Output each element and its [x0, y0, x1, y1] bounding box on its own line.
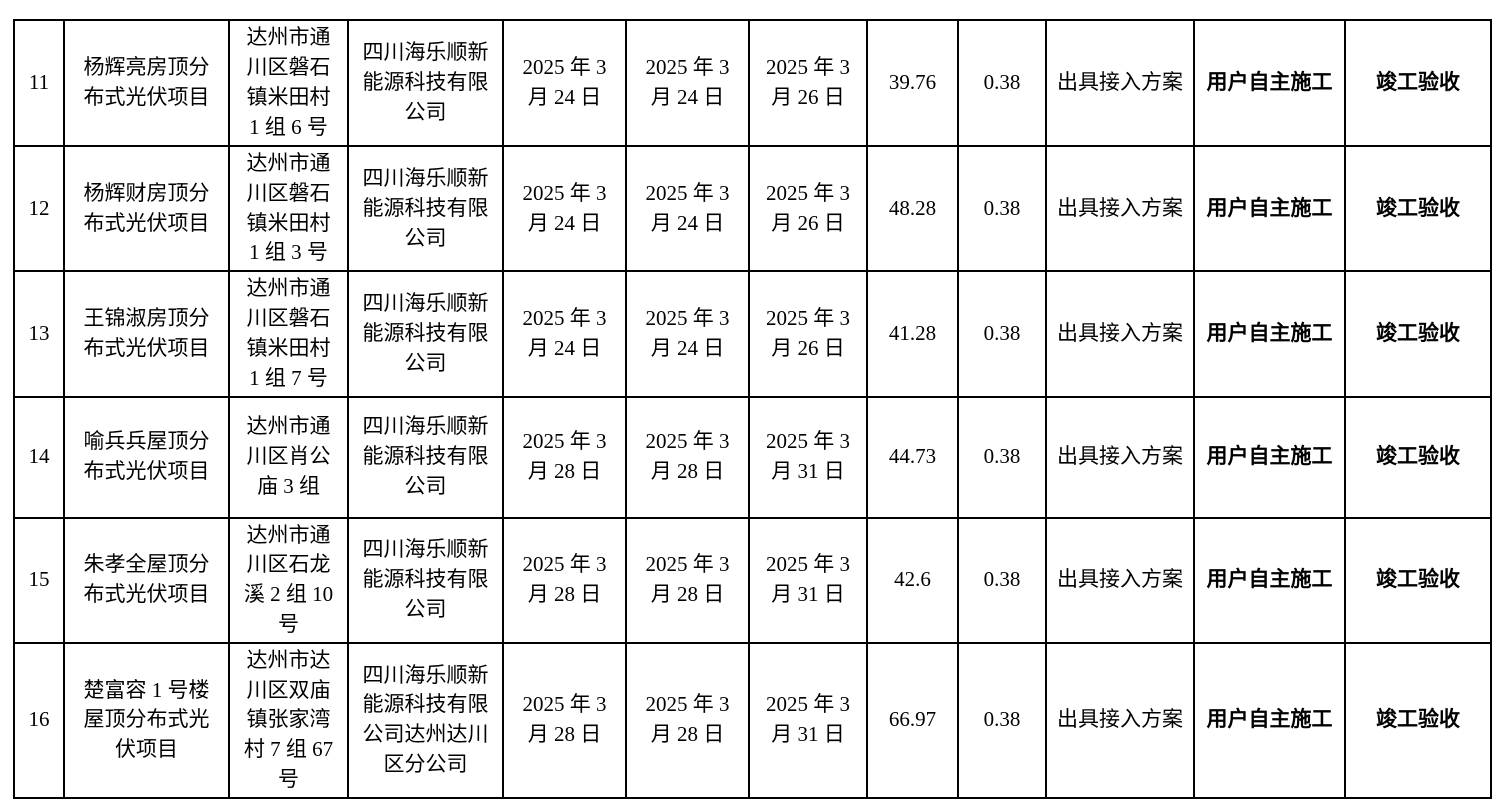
project-name: 杨辉亮房顶分布式光伏项目 — [63, 19, 230, 147]
date-3: 2025 年 3 月 31 日 — [748, 395, 868, 519]
row-number: 15 — [13, 516, 65, 644]
date-3: 2025 年 3 月 31 日 — [748, 516, 868, 644]
company-name: 四川海乐顺新能源科技有限公司 — [347, 395, 504, 519]
project-name: 楚富容 1 号楼屋顶分布式光伏项目 — [63, 641, 230, 799]
access-plan-status: 出具接入方案 — [1045, 19, 1195, 147]
voltage-value: 0.38 — [957, 516, 1047, 644]
capacity-value: 41.28 — [866, 270, 959, 398]
project-address: 达州市通川区肖公庙 3 组 — [228, 395, 349, 519]
date-2: 2025 年 3 月 24 日 — [625, 270, 750, 398]
pv-project-register-table: 11 杨辉亮房顶分布式光伏项目 达州市通川区磐石镇米田村 1 组 6 号 四川海… — [13, 19, 1492, 799]
company-name: 四川海乐顺新能源科技有限公司 — [347, 19, 504, 147]
project-address: 达州市通川区磐石镇米田村 1 组 6 号 — [228, 19, 349, 147]
acceptance-status: 竣工验收 — [1344, 641, 1492, 799]
project-name: 喻兵兵屋顶分布式光伏项目 — [63, 395, 230, 519]
capacity-value: 42.6 — [866, 516, 959, 644]
voltage-value: 0.38 — [957, 144, 1047, 273]
project-name: 朱孝全屋顶分布式光伏项目 — [63, 516, 230, 644]
date-3: 2025 年 3 月 26 日 — [748, 144, 868, 273]
acceptance-status: 竣工验收 — [1344, 395, 1492, 519]
row-number: 12 — [13, 144, 65, 273]
acceptance-status: 竣工验收 — [1344, 516, 1492, 644]
company-name: 四川海乐顺新能源科技有限公司达州达川区分公司 — [347, 641, 504, 799]
construction-mode: 用户自主施工 — [1193, 144, 1346, 273]
date-1: 2025 年 3 月 28 日 — [502, 395, 627, 519]
project-address: 达州市通川区石龙溪 2 组 10 号 — [228, 516, 349, 644]
access-plan-status: 出具接入方案 — [1045, 270, 1195, 398]
project-address: 达州市通川区磐石镇米田村 1 组 7 号 — [228, 270, 349, 398]
company-name: 四川海乐顺新能源科技有限公司 — [347, 144, 504, 273]
row-number: 11 — [13, 19, 65, 147]
construction-mode: 用户自主施工 — [1193, 641, 1346, 799]
date-1: 2025 年 3 月 28 日 — [502, 516, 627, 644]
date-2: 2025 年 3 月 28 日 — [625, 516, 750, 644]
date-2: 2025 年 3 月 28 日 — [625, 641, 750, 799]
voltage-value: 0.38 — [957, 270, 1047, 398]
capacity-value: 66.97 — [866, 641, 959, 799]
access-plan-status: 出具接入方案 — [1045, 516, 1195, 644]
construction-mode: 用户自主施工 — [1193, 19, 1346, 147]
project-address: 达州市达川区双庙镇张家湾村 7 组 67 号 — [228, 641, 349, 799]
table-row: 11 杨辉亮房顶分布式光伏项目 达州市通川区磐石镇米田村 1 组 6 号 四川海… — [13, 19, 1492, 147]
date-3: 2025 年 3 月 26 日 — [748, 270, 868, 398]
company-name: 四川海乐顺新能源科技有限公司 — [347, 516, 504, 644]
date-1: 2025 年 3 月 24 日 — [502, 144, 627, 273]
acceptance-status: 竣工验收 — [1344, 19, 1492, 147]
date-3: 2025 年 3 月 26 日 — [748, 19, 868, 147]
capacity-value: 48.28 — [866, 144, 959, 273]
construction-mode: 用户自主施工 — [1193, 395, 1346, 519]
construction-mode: 用户自主施工 — [1193, 516, 1346, 644]
table-row: 16 楚富容 1 号楼屋顶分布式光伏项目 达州市达川区双庙镇张家湾村 7 组 6… — [13, 641, 1492, 799]
row-number: 14 — [13, 395, 65, 519]
capacity-value: 44.73 — [866, 395, 959, 519]
table-row: 12 杨辉财房顶分布式光伏项目 达州市通川区磐石镇米田村 1 组 3 号 四川海… — [13, 144, 1492, 273]
voltage-value: 0.38 — [957, 395, 1047, 519]
access-plan-status: 出具接入方案 — [1045, 641, 1195, 799]
project-address: 达州市通川区磐石镇米田村 1 组 3 号 — [228, 144, 349, 273]
date-1: 2025 年 3 月 24 日 — [502, 270, 627, 398]
company-name: 四川海乐顺新能源科技有限公司 — [347, 270, 504, 398]
row-number: 16 — [13, 641, 65, 799]
row-number: 13 — [13, 270, 65, 398]
access-plan-status: 出具接入方案 — [1045, 144, 1195, 273]
voltage-value: 0.38 — [957, 641, 1047, 799]
construction-mode: 用户自主施工 — [1193, 270, 1346, 398]
capacity-value: 39.76 — [866, 19, 959, 147]
date-2: 2025 年 3 月 28 日 — [625, 395, 750, 519]
project-name: 王锦淑房顶分布式光伏项目 — [63, 270, 230, 398]
date-2: 2025 年 3 月 24 日 — [625, 144, 750, 273]
project-name: 杨辉财房顶分布式光伏项目 — [63, 144, 230, 273]
table-row: 13 王锦淑房顶分布式光伏项目 达州市通川区磐石镇米田村 1 组 7 号 四川海… — [13, 270, 1492, 398]
date-3: 2025 年 3 月 31 日 — [748, 641, 868, 799]
date-1: 2025 年 3 月 24 日 — [502, 19, 627, 147]
date-1: 2025 年 3 月 28 日 — [502, 641, 627, 799]
acceptance-status: 竣工验收 — [1344, 144, 1492, 273]
table-row: 14 喻兵兵屋顶分布式光伏项目 达州市通川区肖公庙 3 组 四川海乐顺新能源科技… — [13, 395, 1492, 519]
access-plan-status: 出具接入方案 — [1045, 395, 1195, 519]
acceptance-status: 竣工验收 — [1344, 270, 1492, 398]
voltage-value: 0.38 — [957, 19, 1047, 147]
date-2: 2025 年 3 月 24 日 — [625, 19, 750, 147]
table-row: 15 朱孝全屋顶分布式光伏项目 达州市通川区石龙溪 2 组 10 号 四川海乐顺… — [13, 516, 1492, 644]
